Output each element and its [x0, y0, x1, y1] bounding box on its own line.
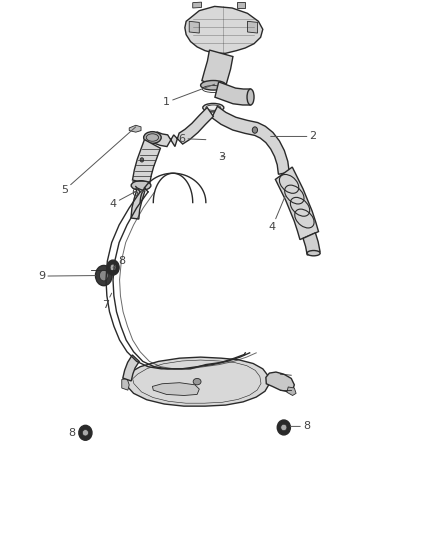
Ellipse shape [247, 89, 254, 105]
Polygon shape [189, 21, 199, 33]
Polygon shape [212, 106, 289, 174]
Text: 4: 4 [269, 195, 286, 231]
Ellipse shape [206, 105, 221, 110]
Polygon shape [124, 357, 269, 406]
Polygon shape [185, 6, 263, 53]
Ellipse shape [281, 424, 287, 431]
Ellipse shape [307, 251, 320, 256]
Ellipse shape [82, 430, 88, 436]
Polygon shape [202, 50, 233, 90]
Text: 6: 6 [131, 188, 145, 198]
Text: 2: 2 [271, 132, 317, 141]
Text: 8: 8 [113, 256, 125, 268]
Polygon shape [129, 125, 141, 132]
Polygon shape [123, 355, 139, 381]
Polygon shape [303, 233, 320, 255]
Polygon shape [152, 383, 199, 395]
Text: 7: 7 [102, 293, 112, 310]
Polygon shape [122, 378, 129, 390]
Ellipse shape [110, 264, 116, 271]
Polygon shape [276, 167, 318, 239]
Ellipse shape [79, 425, 92, 440]
Ellipse shape [203, 103, 224, 112]
Text: 3: 3 [218, 152, 225, 161]
Polygon shape [247, 21, 258, 33]
Text: 8: 8 [290, 422, 310, 431]
Polygon shape [154, 108, 213, 147]
Polygon shape [237, 2, 245, 8]
Text: 6: 6 [178, 134, 206, 143]
Text: 8: 8 [69, 428, 79, 438]
Ellipse shape [277, 420, 290, 435]
Polygon shape [215, 82, 251, 105]
Ellipse shape [140, 158, 144, 162]
Ellipse shape [131, 181, 151, 190]
Text: 9: 9 [38, 271, 95, 281]
Polygon shape [287, 387, 296, 395]
Ellipse shape [201, 80, 226, 90]
Polygon shape [131, 188, 145, 219]
Ellipse shape [144, 132, 161, 143]
Ellipse shape [252, 127, 258, 133]
Polygon shape [132, 140, 160, 184]
Ellipse shape [99, 270, 108, 281]
Text: 4: 4 [110, 192, 135, 208]
Ellipse shape [193, 378, 201, 385]
Text: 5: 5 [61, 127, 136, 195]
Polygon shape [266, 372, 294, 392]
Ellipse shape [95, 265, 112, 286]
Ellipse shape [107, 260, 119, 275]
Text: 1: 1 [163, 84, 215, 107]
Polygon shape [193, 2, 201, 8]
